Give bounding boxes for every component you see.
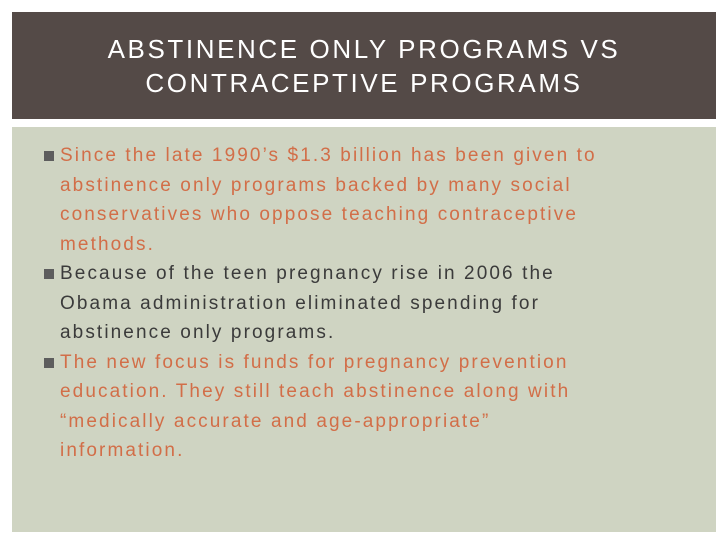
bullet-line: education. They still teach abstinence a… <box>60 381 571 402</box>
bullet-line: Obama administration eliminated spending… <box>60 292 540 314</box>
bullet-item: Since the late 1990’s $1.3 billion has b… <box>12 141 692 259</box>
square-bullet-icon <box>44 357 54 368</box>
bullet-line: conservatives who oppose teaching contra… <box>60 204 579 225</box>
bullet-line: “medically accurate and age-appropriate” <box>60 410 491 432</box>
bullet-item: The new focus is funds for pregnancy pre… <box>12 348 692 466</box>
square-bullet-icon <box>44 269 54 279</box>
bullet-line: Since the late 1990’s $1.3 billion has b… <box>60 145 597 166</box>
slide-title-line: CONTRACEPTIVE PROGRAMS <box>145 67 583 98</box>
bullet-line: information. <box>60 440 185 461</box>
bullet-line: The new focus is funds for pregnancy pre… <box>60 351 569 373</box>
content-area: Since the late 1990’s $1.3 billion has b… <box>12 127 716 532</box>
bullet-line: methods. <box>60 233 155 255</box>
slide-title: ABSTINENCE ONLY PROGRAMS VS CONTRACEPTIV… <box>108 32 621 100</box>
bullet-list: Since the late 1990’s $1.3 billion has b… <box>12 141 692 466</box>
title-bar: ABSTINENCE ONLY PROGRAMS VS CONTRACEPTIV… <box>12 12 716 119</box>
bullet-item: Because of the teen pregnancy rise in 20… <box>12 259 692 348</box>
square-bullet-icon <box>44 151 54 161</box>
slide-title-line: ABSTINENCE ONLY PROGRAMS VS <box>107 33 621 64</box>
bullet-line: Because of the teen pregnancy rise in 20… <box>60 263 555 284</box>
bullet-line: abstinence only programs. <box>60 322 336 343</box>
bullet-line: abstinence only programs backed by many … <box>60 174 572 196</box>
